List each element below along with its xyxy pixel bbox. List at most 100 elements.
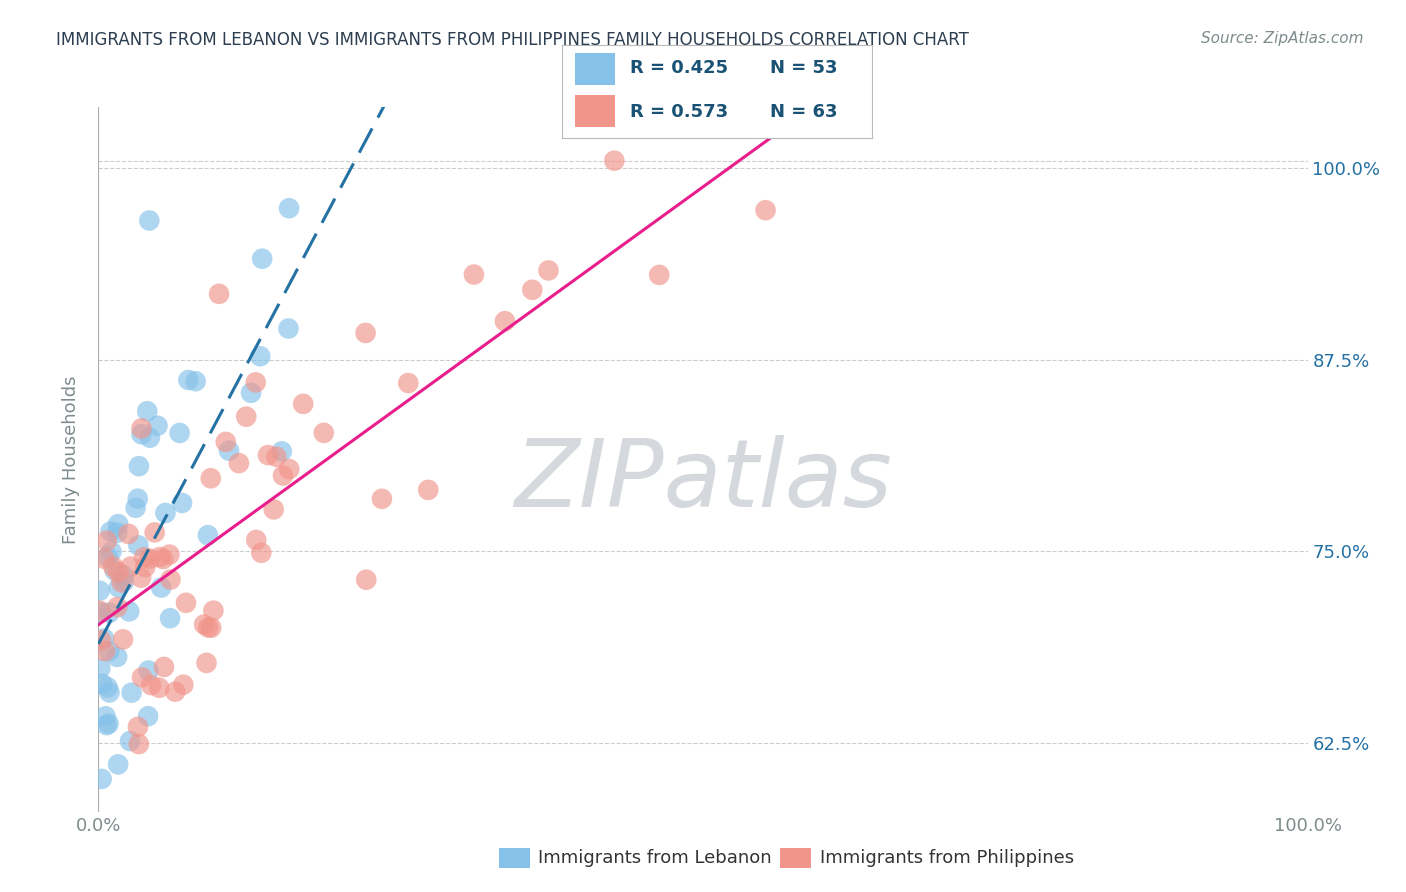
Point (184, 374, 207, 388)
Point (128, 737, 150, 751)
Point (98, 685, 121, 699)
Point (257, 448, 280, 462)
Text: Immigrants from Philippines: Immigrants from Philippines (820, 849, 1074, 867)
Point (121, 686, 143, 700)
Point (354, 326, 377, 340)
Text: R = 0.573: R = 0.573 (630, 103, 728, 121)
Point (271, 468, 294, 483)
Point (139, 551, 162, 566)
Point (172, 496, 194, 510)
Text: IMMIGRANTS FROM LEBANON VS IMMIGRANTS FROM PHILIPPINES FAMILY HOUSEHOLDS CORRELA: IMMIGRANTS FROM LEBANON VS IMMIGRANTS FR… (56, 31, 969, 49)
Point (103, 559, 125, 574)
Point (148, 681, 170, 695)
Point (522, 283, 544, 297)
Point (128, 459, 150, 474)
Point (418, 483, 440, 497)
Point (245, 533, 267, 547)
Point (152, 552, 174, 566)
Point (97, 549, 120, 564)
Point (159, 548, 181, 562)
Point (96, 718, 118, 732)
Point (245, 376, 267, 390)
Point (93, 632, 115, 646)
Point (131, 427, 153, 442)
Point (89, 604, 111, 618)
Point (134, 560, 156, 574)
Point (278, 462, 301, 476)
Point (139, 678, 162, 692)
Point (120, 559, 142, 574)
Point (97, 716, 120, 731)
Point (112, 568, 135, 582)
Point (118, 604, 141, 618)
Point (112, 632, 135, 647)
Text: N = 53: N = 53 (769, 59, 837, 77)
Point (240, 385, 263, 400)
Point (90, 606, 112, 620)
Point (197, 528, 219, 542)
Point (89, 583, 111, 598)
Point (136, 709, 159, 723)
Point (177, 373, 200, 387)
Point (537, 263, 560, 277)
Point (174, 596, 197, 610)
Point (149, 550, 172, 565)
Point (197, 620, 219, 634)
Point (91, 677, 114, 691)
Text: R = 0.425: R = 0.425 (630, 59, 728, 77)
Point (97, 681, 120, 695)
Point (107, 517, 129, 532)
Point (494, 314, 516, 328)
Bar (575, 53, 614, 85)
Point (270, 444, 292, 458)
Point (105, 525, 128, 540)
Point (159, 573, 181, 587)
Point (463, 268, 485, 282)
Point (131, 421, 153, 435)
Point (172, 678, 194, 692)
Point (754, 203, 776, 218)
Point (117, 527, 139, 541)
Point (292, 397, 315, 411)
Point (250, 252, 273, 266)
Point (146, 418, 169, 433)
Point (104, 564, 127, 578)
Point (159, 611, 181, 625)
Point (218, 443, 240, 458)
Point (263, 502, 285, 516)
Point (235, 409, 257, 424)
Point (112, 574, 135, 589)
Point (129, 571, 152, 585)
Point (208, 286, 231, 301)
Text: ZIPatlas: ZIPatlas (515, 435, 891, 526)
Point (94, 644, 117, 658)
Point (153, 660, 176, 674)
Point (127, 538, 149, 552)
Point (132, 550, 155, 565)
Point (228, 456, 250, 470)
Point (195, 656, 218, 670)
Point (107, 566, 129, 580)
Point (250, 546, 273, 560)
Point (90, 633, 112, 648)
Point (249, 349, 271, 363)
Point (150, 581, 173, 595)
Point (278, 201, 301, 215)
Point (94, 709, 117, 723)
Point (139, 431, 162, 445)
Point (138, 213, 160, 227)
Text: Immigrants from Lebanon: Immigrants from Lebanon (538, 849, 772, 867)
Point (100, 524, 122, 539)
Point (603, 153, 626, 168)
Point (98, 606, 121, 620)
Point (266, 450, 288, 464)
Point (202, 604, 225, 618)
Point (118, 734, 141, 748)
Point (100, 544, 122, 558)
Point (165, 684, 187, 698)
Point (136, 404, 159, 418)
Point (93, 551, 115, 566)
Point (124, 500, 146, 515)
Point (155, 506, 177, 520)
Point (193, 617, 215, 632)
